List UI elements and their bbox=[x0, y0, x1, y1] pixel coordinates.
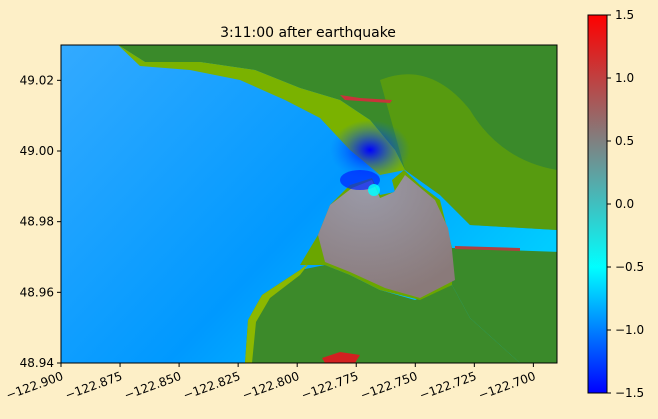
colorbar-tick-label: 1.0 bbox=[615, 71, 634, 85]
inlet-channel bbox=[340, 170, 380, 190]
inundated-bay bbox=[318, 175, 455, 298]
inlet-wave bbox=[368, 184, 380, 196]
chart-title: 3:11:00 after earthquake bbox=[220, 25, 396, 41]
x-tick-label: −122.850 bbox=[122, 369, 183, 403]
colorbar-tick-label: −0.5 bbox=[615, 260, 644, 274]
y-tick-label: 49.00 bbox=[20, 144, 54, 158]
bottom-red-patch bbox=[322, 352, 360, 363]
y-tick-label: 48.94 bbox=[20, 356, 54, 370]
colorbar-tick-label: −1.0 bbox=[615, 323, 644, 337]
y-tick-label: 49.02 bbox=[20, 73, 54, 87]
x-tick-label: −122.825 bbox=[181, 369, 242, 403]
x-tick-label: −122.900 bbox=[4, 369, 65, 403]
colorbar-tick-label: 1.5 bbox=[615, 8, 634, 22]
x-tick-label: −122.750 bbox=[358, 369, 419, 403]
x-tick-label: −122.700 bbox=[477, 369, 538, 403]
east-red-streak bbox=[455, 246, 520, 251]
x-tick-label: −122.875 bbox=[63, 369, 124, 403]
south-land bbox=[245, 265, 520, 363]
x-tick-label: −122.800 bbox=[240, 369, 301, 403]
x-tick-label: −122.775 bbox=[299, 369, 360, 403]
colorbar bbox=[587, 14, 608, 394]
map-raster bbox=[61, 45, 557, 363]
y-axis: 48.94 48.96 48.98 49.00 49.02 bbox=[20, 73, 61, 370]
x-tick-label: −122.725 bbox=[417, 369, 478, 403]
colorbar-tick-label: −1.5 bbox=[615, 386, 644, 400]
south-shore bbox=[245, 262, 310, 363]
drawdown-zone bbox=[330, 120, 410, 180]
colorbar-axis: 1.5 1.0 0.5 0.0 −0.5 −1.0 −1.5 bbox=[607, 8, 644, 400]
y-tick-label: 48.98 bbox=[20, 215, 54, 229]
plot-frame bbox=[60, 44, 558, 364]
x-axis: −122.900−122.875−122.850−122.825−122.800… bbox=[4, 363, 537, 402]
colorbar-tick-label: 0.0 bbox=[615, 197, 634, 211]
colorbar-tick-label: 0.5 bbox=[615, 134, 634, 148]
y-tick-label: 48.96 bbox=[20, 285, 54, 299]
upland-ridge bbox=[380, 74, 557, 231]
north-red-streak bbox=[340, 95, 392, 103]
